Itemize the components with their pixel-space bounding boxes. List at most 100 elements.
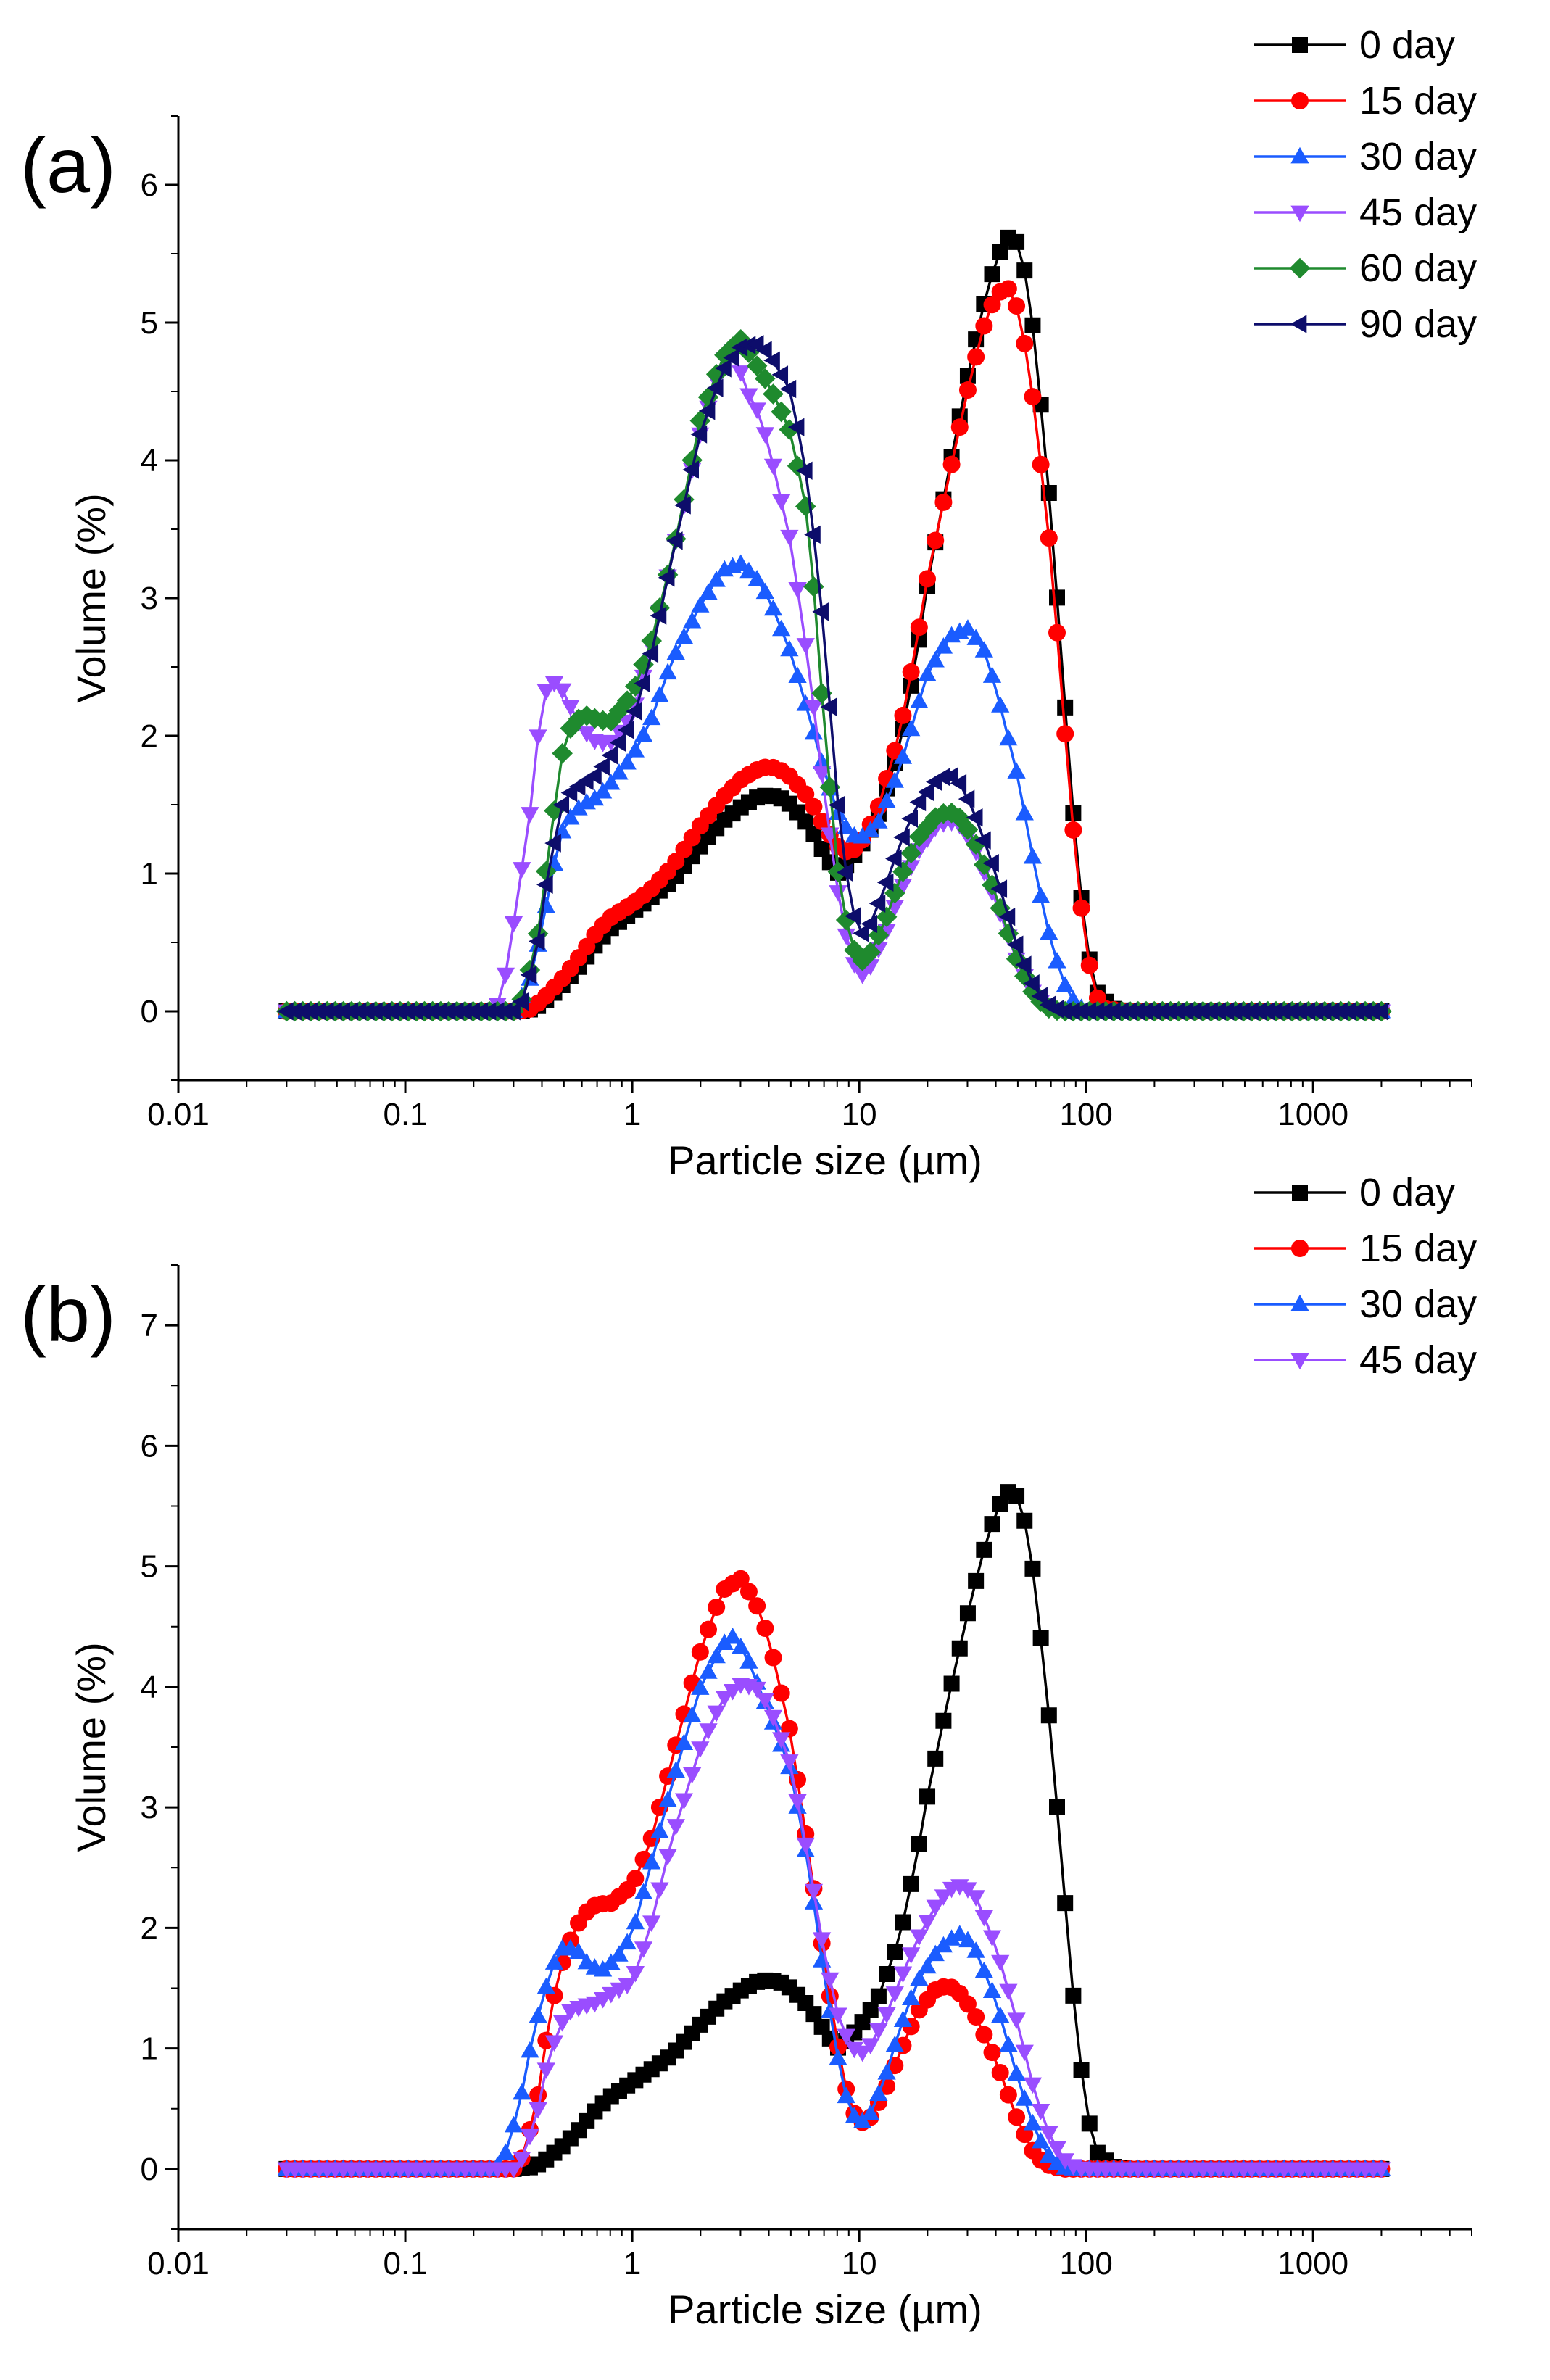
data-point xyxy=(682,1767,702,1784)
legend-entry: 30 day xyxy=(1254,1282,1477,1326)
data-point xyxy=(772,619,791,637)
data-point xyxy=(609,733,626,752)
y-tick-label: 2 xyxy=(141,1910,158,1946)
data-point xyxy=(732,1637,750,1654)
data-point xyxy=(893,828,910,847)
data-point xyxy=(1056,2153,1074,2170)
y-tick-label: 1 xyxy=(141,2031,158,2067)
data-point xyxy=(626,1912,645,1930)
legend-entry: 0 day xyxy=(1254,1171,1455,1214)
data-point xyxy=(813,841,830,858)
data-point xyxy=(1015,2044,1034,2062)
data-point xyxy=(788,666,807,683)
data-point xyxy=(529,2006,547,2023)
data-point xyxy=(943,1675,960,1692)
data-point xyxy=(674,1733,694,1750)
data-point xyxy=(1049,1799,1066,1815)
y-tick-label: 7 xyxy=(141,1308,158,1343)
y-tick-label: 6 xyxy=(141,1428,158,1464)
data-point xyxy=(787,418,805,436)
data-point xyxy=(714,344,735,366)
data-point xyxy=(634,674,650,693)
data-point xyxy=(885,2035,904,2052)
data-point xyxy=(618,1978,637,1995)
legend-entry: 0 day xyxy=(1254,23,1455,67)
data-point xyxy=(796,638,815,655)
data-point xyxy=(1023,974,1040,993)
data-point xyxy=(927,531,945,550)
data-point xyxy=(746,355,768,377)
data-point xyxy=(934,637,953,654)
legend: 0 day 15 day 30 day 45 day 60 day 90 day xyxy=(1254,23,1477,346)
data-point xyxy=(813,813,831,831)
data-point xyxy=(950,418,969,436)
data-point xyxy=(942,1929,961,1946)
data-point xyxy=(536,1977,555,1994)
data-point xyxy=(658,1791,677,1807)
data-point xyxy=(1015,2089,1034,2106)
data-point xyxy=(650,1822,669,1838)
data-point xyxy=(666,643,685,660)
data-point xyxy=(569,799,588,816)
data-point xyxy=(1048,951,1066,969)
data-point xyxy=(1032,1630,1049,1646)
data-point xyxy=(982,1930,1002,1947)
data-point xyxy=(513,2151,531,2168)
data-point xyxy=(870,1988,887,2004)
data-point xyxy=(958,619,977,636)
data-point xyxy=(918,665,937,681)
data-point xyxy=(779,379,797,399)
data-point xyxy=(1007,2012,1026,2029)
data-point xyxy=(942,455,961,473)
data-point xyxy=(893,747,913,764)
data-point xyxy=(788,581,807,599)
data-point xyxy=(910,1929,929,1946)
data-point xyxy=(991,2064,1009,2082)
data-point xyxy=(1040,2126,1058,2143)
data-point xyxy=(626,741,645,758)
data-point xyxy=(618,752,637,770)
data-point xyxy=(812,766,832,783)
data-point xyxy=(755,582,774,600)
data-point xyxy=(658,1849,677,1866)
data-point xyxy=(877,792,896,808)
panel-label: (a) xyxy=(20,121,116,209)
data-point xyxy=(674,1793,694,1810)
data-point xyxy=(861,2038,880,2054)
data-point xyxy=(983,296,1001,314)
x-tick-label: 0.1 xyxy=(383,2246,427,2281)
data-point xyxy=(553,821,572,839)
data-point xyxy=(634,1883,653,1900)
legend-marker xyxy=(1290,1294,1309,1311)
data-point xyxy=(1008,1488,1025,1504)
data-point xyxy=(552,742,573,764)
data-point xyxy=(707,571,726,587)
data-point xyxy=(1064,990,1083,1007)
data-point xyxy=(919,1788,936,1805)
data-point xyxy=(772,494,791,511)
legend-marker xyxy=(1290,146,1309,164)
data-point xyxy=(926,650,945,668)
data-point xyxy=(755,341,772,360)
legend-entry: 30 day xyxy=(1254,135,1477,178)
y-tick-label: 4 xyxy=(141,1670,158,1705)
data-point xyxy=(707,378,724,397)
data-point xyxy=(976,1541,992,1558)
data-point xyxy=(682,1706,702,1722)
data-point xyxy=(811,683,832,704)
data-point xyxy=(585,766,602,785)
legend-marker xyxy=(1291,92,1309,109)
data-point xyxy=(666,1819,685,1836)
data-point xyxy=(763,1709,783,1727)
y-tick-label: 5 xyxy=(141,305,158,341)
data-point xyxy=(1006,935,1024,954)
data-point xyxy=(1008,233,1025,250)
data-point xyxy=(999,280,1017,298)
data-point xyxy=(1031,887,1050,903)
y-tick-label: 0 xyxy=(141,2152,158,2187)
data-point xyxy=(747,1681,766,1699)
data-point xyxy=(829,2049,847,2065)
data-point xyxy=(1056,976,1074,992)
data-point xyxy=(974,1910,993,1927)
data-point xyxy=(521,2128,539,2146)
